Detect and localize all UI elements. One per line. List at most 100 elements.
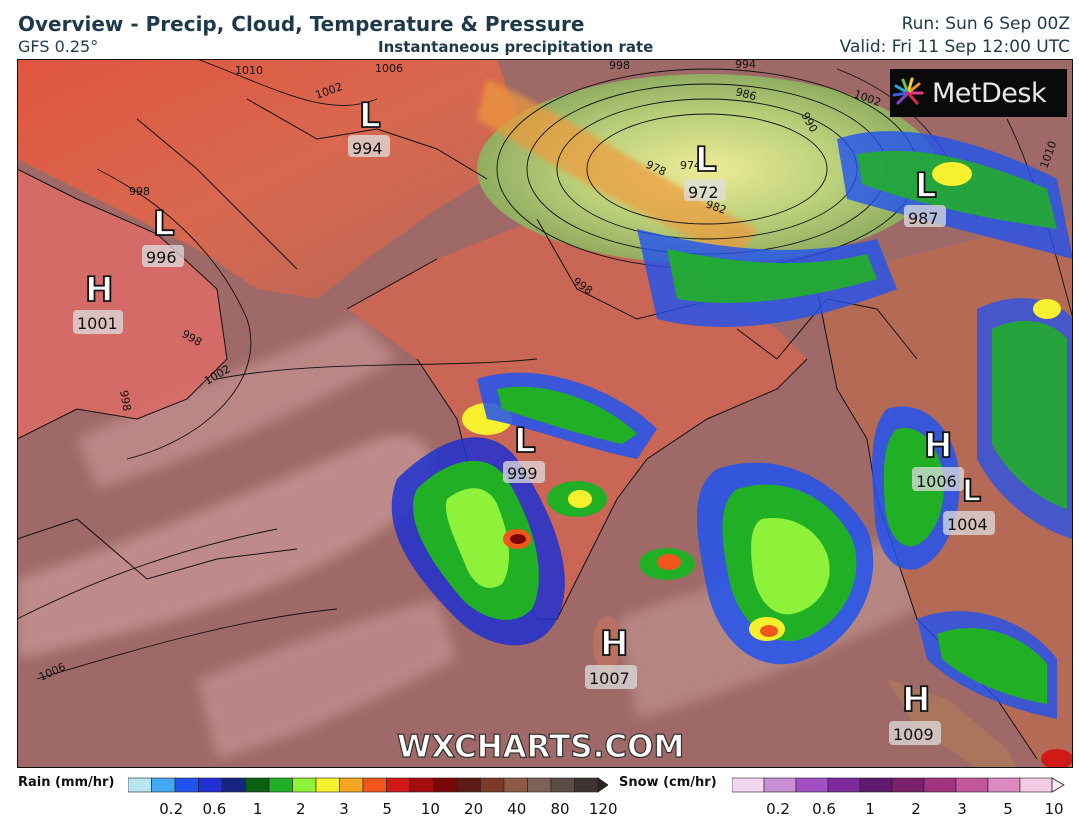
- colorbar-tick-label: 0.6: [812, 800, 836, 818]
- pressure-center-letter: L: [962, 474, 981, 509]
- pressure-value-box: [348, 135, 390, 157]
- colorbar-tick-label: 120: [588, 800, 618, 818]
- colorbar-arrow: [1051, 777, 1065, 793]
- colorbar-segment: [174, 777, 199, 793]
- map-frame: [17, 59, 1073, 768]
- colorbar-segment: [955, 777, 989, 793]
- rain-legend-label: Rain (mm/hr): [18, 775, 115, 790]
- pressure-value-box: [684, 179, 726, 201]
- pressure-center-value: 1004: [947, 515, 988, 534]
- snow-colorbar: [732, 777, 1065, 793]
- colorbar-tick-label: 0.2: [766, 800, 790, 818]
- isobar-label: 994: [735, 59, 756, 71]
- rain-colorbar: [128, 777, 608, 793]
- pressure-center-letter: L: [359, 96, 381, 136]
- metdesk-logo-text: MetDesk: [932, 77, 1047, 109]
- colorbar-segment: [198, 777, 223, 793]
- colorbar-segment: [923, 777, 957, 793]
- colorbar-segment: [827, 777, 861, 793]
- colorbar-segment: [480, 777, 505, 793]
- colorbar-tick-label: 2: [911, 800, 921, 818]
- isobar-label: 986: [734, 85, 758, 103]
- pressure-center-value: 1007: [589, 669, 630, 688]
- precipitation-areas: [391, 131, 1073, 768]
- colorbar-segment: [732, 777, 765, 793]
- colorbar-segment: [386, 777, 411, 793]
- pressure-center-value: 996: [146, 248, 177, 267]
- colorbar-tick-label: 40: [507, 800, 527, 818]
- colorbar-segment: [527, 777, 552, 793]
- colorbar-segment: [315, 777, 340, 793]
- sri-lanka: [593, 616, 621, 672]
- pressure-center: L 972: [684, 139, 726, 202]
- pressure-center-letter: L: [915, 166, 937, 206]
- pressure-center-value: 972: [688, 183, 719, 202]
- pressure-center: H 1006: [912, 425, 964, 491]
- pressure-center-letter: H: [924, 426, 952, 466]
- weather-map[interactable]: 1006 1002 1010 998 994 986 990 978 974 9…: [17, 59, 1073, 768]
- pressure-value-box: [889, 721, 941, 745]
- colorbar-tick-label: 1: [252, 800, 263, 818]
- pressure-center: L 994: [348, 95, 390, 158]
- pressure-center-value: 987: [908, 209, 939, 228]
- pressure-center-letter: H: [600, 624, 628, 664]
- colorbar-segment: [245, 777, 270, 793]
- isobar-label: 998: [609, 59, 630, 72]
- colorbar-tick-label: 10: [1044, 800, 1064, 818]
- pressure-center-letter: H: [902, 680, 930, 720]
- tibet-plateau: [477, 74, 937, 264]
- colorbar-segment: [409, 777, 434, 793]
- colorbar-segment: [574, 777, 599, 793]
- colorbar-tick-label: 1: [865, 800, 875, 818]
- pressure-center: L 999: [503, 420, 545, 483]
- pressure-value-box: [142, 245, 184, 267]
- isobar-label: 998: [129, 185, 150, 198]
- colorbar-segment: [456, 777, 481, 793]
- pressure-center: L 987: [904, 165, 946, 228]
- pressure-center-letter: L: [514, 421, 536, 461]
- colorbar-segment: [503, 777, 528, 793]
- rain-tick-labels: 0.2 0.6 1 2 3 5 10 20 40 80 120: [0, 800, 1080, 822]
- iran-land: [17, 59, 517, 299]
- pressure-center: H 1009: [889, 679, 941, 745]
- pressure-value-box: [943, 511, 995, 535]
- snow-tick-labels: 0.2 0.6 1 2 3 5 10: [0, 800, 1080, 822]
- pressure-center-value: 1009: [893, 725, 934, 744]
- colorbar-segment: [859, 777, 893, 793]
- colorbar-tick-label: 3: [339, 800, 349, 818]
- pressure-center: H 1007: [585, 623, 637, 689]
- isobar-label: 1006: [375, 62, 403, 75]
- pressure-center-value: 999: [507, 464, 538, 483]
- colorbar-segment: [339, 777, 364, 793]
- colorbar-tick-label: 0.2: [159, 800, 184, 818]
- pressure-center: L 1004: [943, 473, 995, 535]
- isobar-label: 998: [117, 389, 133, 412]
- colorbar-tick-label: 20: [464, 800, 484, 818]
- watermark: WXCHARTS.COM: [397, 729, 684, 765]
- colorbar-tick-label: 80: [550, 800, 570, 818]
- pressure-center-group: L 994 L 972 L 987 L 996 H 1001 L 999: [73, 95, 995, 745]
- colorbar-segment: [891, 777, 925, 793]
- colorbar-tick-label: 3: [957, 800, 967, 818]
- pressure-center-letter: H: [85, 270, 113, 310]
- colorbar-tick-label: 10: [420, 800, 440, 818]
- isobar-label: 1010: [235, 64, 263, 77]
- colorbar-tick-label: 5: [1003, 800, 1013, 818]
- metdesk-logo: MetDesk: [890, 69, 1067, 117]
- pressure-center: L 996: [142, 203, 184, 267]
- pressure-value-box: [912, 467, 964, 491]
- sumatra: [887, 679, 1017, 768]
- pressure-center: H 1001: [73, 269, 123, 334]
- pressure-value-box: [503, 461, 545, 483]
- colorbar-segment: [795, 777, 829, 793]
- colorbar-segment: [221, 777, 246, 793]
- colorbar-segment: [268, 777, 293, 793]
- colorbar-segment: [128, 777, 152, 793]
- colorbar-tick-label: 2: [296, 800, 306, 818]
- pressure-value-box: [904, 205, 946, 227]
- pressure-value-box: [73, 310, 123, 334]
- chart-title: Overview - Precip, Cloud, Temperature & …: [18, 12, 585, 36]
- valid-time: Valid: Fri 11 Sep 12:00 UTC: [839, 37, 1070, 57]
- colorbar-segment: [433, 777, 458, 793]
- himalaya-band: [477, 79, 757, 259]
